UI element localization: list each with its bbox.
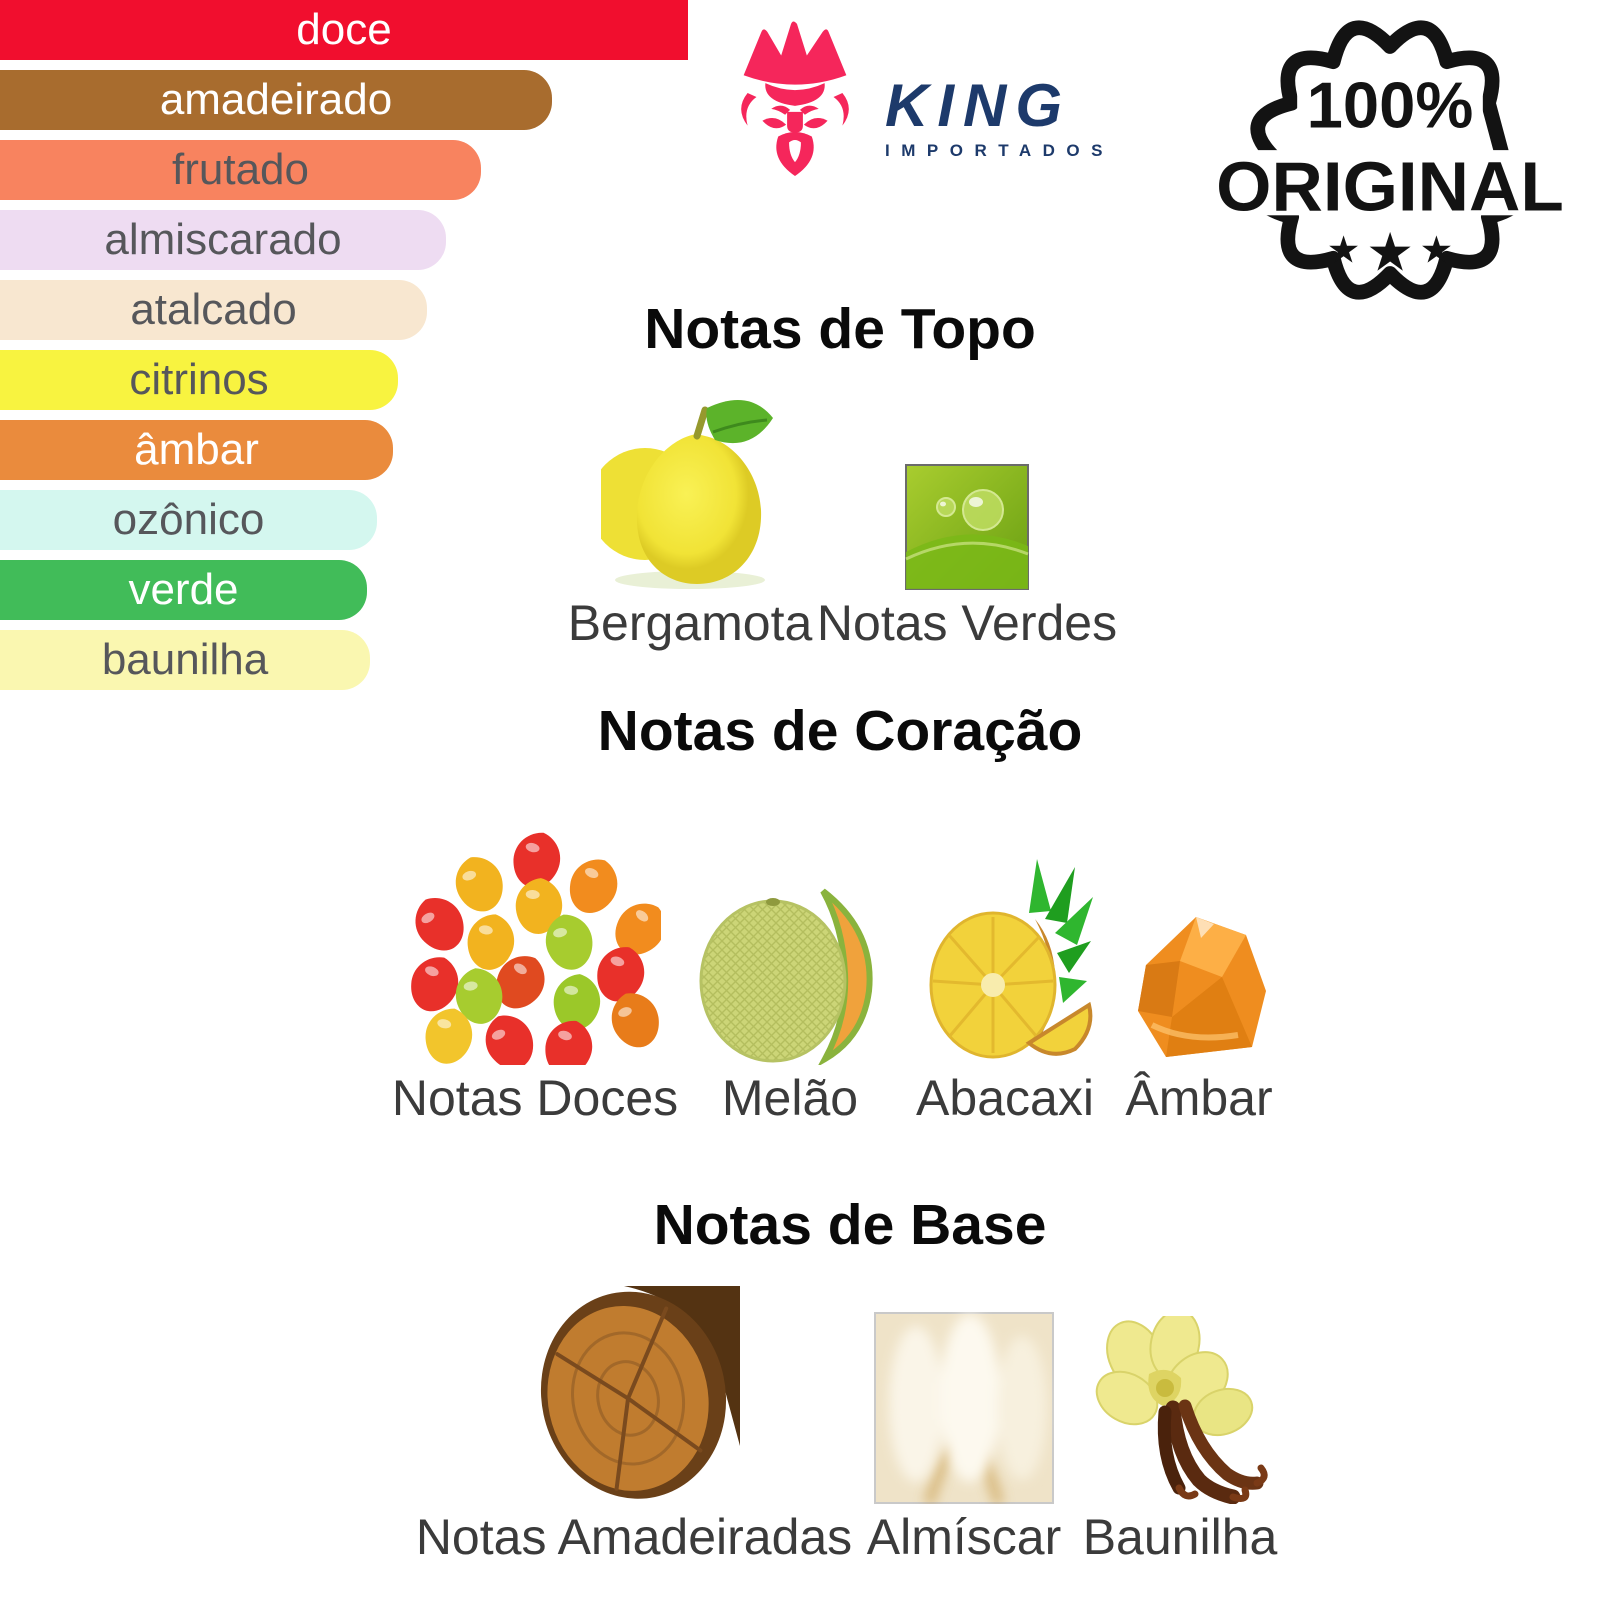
- star-icon: ★: [1366, 224, 1414, 283]
- note-label: Almíscar: [866, 1509, 1062, 1565]
- lion-crown-icon: [741, 21, 849, 176]
- notes-row: Bergamota: [390, 392, 1290, 648]
- note-label: Bergamota: [567, 595, 813, 651]
- accord-label: verde: [128, 565, 239, 614]
- accord-bar-ambar: âmbar: [0, 420, 393, 480]
- accord-bar-ozonico: ozônico: [0, 490, 377, 550]
- note-melao: Melão: [694, 820, 886, 1123]
- note-label: Notas Doces: [391, 1070, 679, 1126]
- section-notas-de-coracao: Notas de Coração: [370, 698, 1310, 1123]
- section-notas-de-base: Notas de Base: [370, 1192, 1330, 1562]
- badge-original-text: ORIGINAL: [1216, 147, 1564, 225]
- accord-bar-verde: verde: [0, 560, 367, 620]
- star-icon: ★: [1420, 229, 1454, 271]
- gummy-candies-icon: [409, 827, 661, 1065]
- melon-icon: [699, 888, 873, 1065]
- pineapple-icon: [929, 859, 1093, 1059]
- note-label: Notas Amadeiradas: [415, 1509, 853, 1565]
- notes-row: Notas Amadeiradas Almíscar: [370, 1286, 1330, 1562]
- amber-icon: [1138, 917, 1266, 1057]
- note-almiscar: Almíscar: [866, 1286, 1062, 1565]
- accord-bar-atalcado: atalcado: [0, 280, 427, 340]
- accord-label: amadeirado: [159, 75, 393, 124]
- accord-label: frutado: [172, 145, 309, 194]
- section-title: Notas de Topo: [644, 297, 1036, 361]
- accord-bar-baunilha: baunilha: [0, 630, 370, 690]
- note-notas-verdes: Notas Verdes: [817, 392, 1117, 648]
- brand-wordmark: KING IMPORTADOS: [885, 72, 1114, 160]
- accord-bar-frutado: frutado: [0, 140, 481, 200]
- section-title: Notas de Coração: [597, 699, 1083, 763]
- note-label: Notas Verdes: [816, 595, 1118, 651]
- notes-row: Notas Doces: [370, 820, 1310, 1123]
- badge-percent-text: 100%: [1307, 68, 1474, 141]
- accord-label: almiscarado: [104, 215, 342, 264]
- accord-label: atalcado: [130, 285, 297, 334]
- accord-label: doce: [296, 5, 392, 54]
- brand-subtitle: IMPORTADOS: [885, 141, 1114, 160]
- note-notas-amadeiradas: Notas Amadeiradas: [416, 1286, 852, 1562]
- bergamot-icon: [601, 400, 773, 589]
- note-label: Melão: [721, 1070, 859, 1126]
- note-label: Baunilha: [1082, 1509, 1278, 1565]
- star-icon: ★: [1327, 229, 1361, 271]
- original-seal-badge: 100% ORIGINAL ★ ★ ★: [1208, 2, 1572, 323]
- accord-label: baunilha: [101, 635, 269, 684]
- note-label: Âmbar: [1125, 1070, 1273, 1126]
- note-label: Abacaxi: [916, 1070, 1094, 1126]
- accord-bar-almiscarado: almiscarado: [0, 210, 446, 270]
- note-notas-doces: Notas Doces: [392, 820, 678, 1123]
- wood-log-icon: [540, 1286, 740, 1499]
- vanilla-icon: [1095, 1316, 1268, 1504]
- note-baunilha: Baunilha: [1082, 1286, 1278, 1565]
- accord-label: âmbar: [134, 425, 259, 474]
- brand-name: KING: [885, 72, 1071, 139]
- accord-label: ozônico: [112, 495, 265, 544]
- green-leaf-droplet-icon: [905, 464, 1029, 590]
- accord-label: citrinos: [129, 355, 269, 404]
- musk-icon: [874, 1312, 1054, 1504]
- section-notas-de-topo: Notas de Topo Bergam: [390, 296, 1290, 648]
- accord-bar-doce: doce: [0, 0, 688, 60]
- accord-bar-amadeirado: amadeirado: [0, 70, 552, 130]
- section-title: Notas de Base: [653, 1193, 1047, 1257]
- accords-bar-chart: doce amadeirado frutado almiscarado atal…: [0, 0, 688, 700]
- note-ambar: Âmbar: [1124, 820, 1274, 1123]
- note-bergamota: Bergamota: [567, 392, 813, 651]
- note-abacaxi: Abacaxi: [916, 820, 1094, 1123]
- brand-logo: KING IMPORTADOS: [735, 18, 1102, 176]
- accord-bar-citrinos: citrinos: [0, 350, 398, 410]
